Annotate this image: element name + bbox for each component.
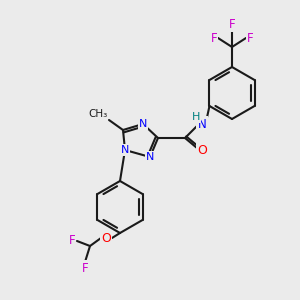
Text: N: N [198, 118, 206, 130]
Text: CH₃: CH₃ [89, 109, 108, 119]
Text: N: N [146, 152, 154, 162]
Text: F: F [229, 17, 235, 31]
Text: F: F [211, 32, 217, 44]
Text: N: N [121, 145, 129, 155]
Text: O: O [197, 143, 207, 157]
Text: F: F [82, 262, 88, 275]
Text: F: F [69, 235, 75, 248]
Text: F: F [247, 32, 253, 44]
Text: H: H [192, 112, 200, 122]
Text: O: O [101, 232, 111, 244]
Text: N: N [139, 119, 147, 129]
